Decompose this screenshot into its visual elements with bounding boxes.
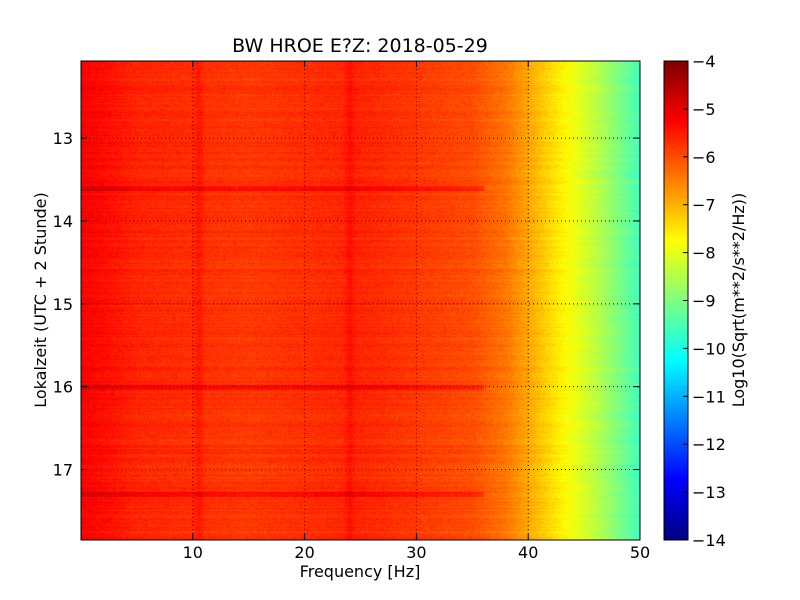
x-tick-label: 20: [294, 543, 314, 562]
colorbar-tick-label: −4: [692, 52, 716, 71]
spectrogram-heatmap: [81, 61, 640, 540]
colorbar-tick-label: −5: [692, 100, 716, 119]
colorbar-tick-label: −8: [692, 244, 716, 263]
y-axis-label: Lokalzeit (UTC + 2 Stunde): [31, 192, 50, 407]
x-tick-label: 10: [183, 543, 203, 562]
grid-lines: [81, 61, 640, 540]
x-axis-label: Frequency [Hz]: [300, 562, 421, 581]
colorbar-tick-label: −14: [692, 531, 726, 550]
colorbar-label: Log10(Sqrt(m**2/s**2/Hz)): [729, 193, 748, 408]
colorbar-tick-label: −7: [692, 196, 716, 215]
colorbar-tick-label: −10: [692, 339, 726, 358]
y-tick-label: 15: [53, 295, 73, 314]
colorbar-tick-label: −6: [692, 148, 716, 167]
plot-frame: [80, 60, 641, 541]
colorbar-frame: [663, 60, 689, 541]
x-tick-label: 40: [518, 543, 538, 562]
colorbar-tick-label: −12: [692, 435, 726, 454]
colorbar-tick-label: −13: [692, 483, 726, 502]
x-axis-ticks: 10 20 30 40 50: [183, 61, 650, 562]
y-tick-label: 17: [53, 461, 73, 480]
x-tick-label: 50: [630, 543, 650, 562]
y-tick-label: 14: [53, 212, 73, 231]
colorbar-ticks: −4 −5 −6 −7 −8 −9 −10 −11 −12 −13 −14: [683, 52, 726, 550]
y-tick-label: 16: [53, 378, 73, 397]
colorbar-tick-label: −11: [692, 387, 726, 406]
chart-title: BW HROE E?Z: 2018-05-29: [232, 35, 488, 57]
x-tick-label: 30: [406, 543, 426, 562]
y-tick-label: 13: [53, 129, 73, 148]
colorbar-tick-label: −9: [692, 292, 716, 311]
y-axis-ticks: 13 14 15 16 17: [53, 129, 640, 480]
